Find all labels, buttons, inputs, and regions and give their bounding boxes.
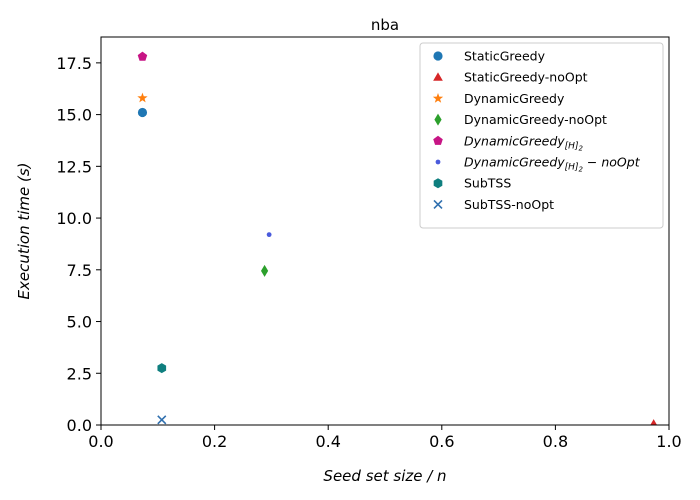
legend-marker	[433, 199, 443, 209]
legend-label: StaticGreedy	[464, 49, 546, 64]
legend-marker	[433, 72, 443, 81]
legend-box	[419, 42, 664, 229]
legend-marker	[435, 159, 441, 165]
y-tick-label: 15.0	[56, 106, 92, 125]
x-tick-label: 0.8	[543, 432, 568, 451]
legend-label: SubTSS	[464, 176, 511, 191]
x-axis-label: Seed set size / n	[323, 467, 446, 485]
chart-title: nba	[371, 16, 399, 34]
legend-marker	[433, 135, 443, 145]
legend-marker	[432, 93, 444, 103]
legend-label: DynamicGreedy[H]2 − noOpt	[464, 155, 641, 174]
data-point	[137, 51, 148, 61]
y-axis-label: Execution time (s)	[15, 162, 33, 299]
data-point	[137, 107, 148, 118]
x-tick-label: 0.6	[429, 432, 454, 451]
data-point	[157, 363, 167, 374]
x-axis: 0.0 0.2 0.4 0.6 0.8 1.0	[88, 425, 682, 451]
x-tick-label: 0.0	[88, 432, 113, 451]
legend-label: StaticGreedy-noOpt	[464, 70, 588, 85]
y-tick-label: 5.0	[67, 313, 92, 332]
data-point	[137, 92, 148, 103]
legend-label: DynamicGreedy	[464, 91, 565, 106]
legend-marker	[433, 51, 443, 61]
legend: StaticGreedy StaticGreedy-noOpt DynamicGre…	[419, 42, 664, 229]
legend-label: SubTSS-noOpt	[464, 197, 554, 212]
y-tick-label: 0.0	[67, 416, 92, 435]
data-point	[260, 264, 269, 277]
plot-frame	[100, 36, 670, 426]
x-tick-label: 0.2	[202, 432, 227, 451]
x-tick-label: 1.0	[656, 432, 681, 451]
data-point	[266, 232, 272, 238]
y-axis: 0.0 2.5 5.0 7.5 10.0 12.5 15.0 17.5	[56, 54, 101, 435]
legend-label: DynamicGreedy[H]2	[464, 133, 583, 152]
y-tick-label: 17.5	[56, 54, 92, 73]
y-tick-label: 2.5	[67, 364, 92, 383]
legend-label: DynamicGreedy-noOpt	[464, 112, 607, 127]
data-point	[157, 415, 167, 425]
x-tick-label: 0.4	[315, 432, 340, 451]
plot-area	[137, 51, 658, 425]
y-tick-label: 12.5	[56, 157, 92, 176]
legend-marker	[433, 178, 443, 189]
y-tick-label: 10.0	[56, 209, 92, 228]
legend-marker	[434, 113, 442, 126]
data-point	[650, 419, 658, 425]
y-tick-label: 7.5	[67, 261, 92, 280]
